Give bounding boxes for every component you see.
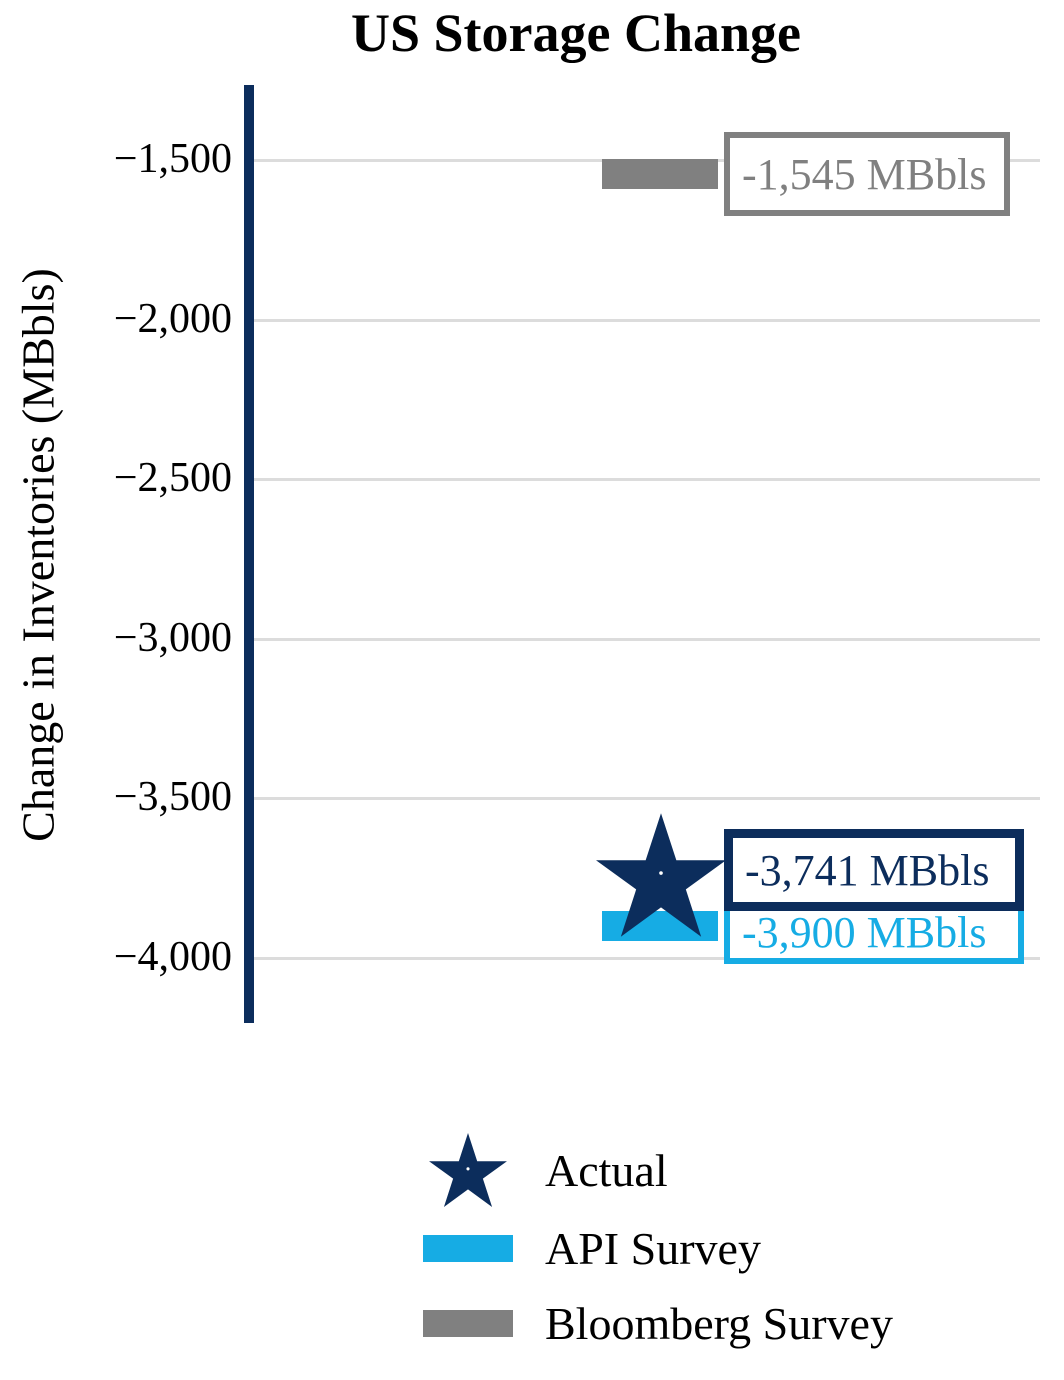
y-tick-label: −4,000 [113, 934, 232, 981]
api-survey-legend-swatch [418, 1234, 518, 1262]
gridline [254, 957, 1040, 960]
bloomberg-survey-label-box: -1,545 MBbls [724, 132, 1010, 217]
legend-label-actual: Actual [545, 1144, 668, 1196]
actual-star-icon [596, 813, 726, 938]
legend-item-api-survey: API Survey [0, 1208, 1064, 1288]
y-tick-label: −3,000 [113, 614, 232, 661]
api-survey-value: -3,900 MBbls [742, 907, 987, 957]
bloomberg-survey-value: -1,545 MBbls [742, 149, 987, 199]
y-axis-label: Change in Inventories (MBbls) [12, 268, 64, 842]
actual-value: -3,741 MBbls [745, 845, 990, 895]
legend-item-bloomberg-survey: Bloomberg Survey [0, 1283, 1064, 1363]
legend-item-actual: Actual [0, 1130, 1064, 1210]
y-tick-label: −2,500 [113, 455, 232, 502]
gridline [254, 318, 1040, 322]
actual-star-legend-icon [418, 1133, 518, 1207]
legend-label-api-survey: API Survey [545, 1222, 761, 1274]
legend-label-bloomberg-survey: Bloomberg Survey [545, 1297, 893, 1349]
gridline [254, 637, 1040, 641]
bloomberg-survey-bar [602, 159, 718, 190]
bloomberg-survey-legend-swatch [418, 1309, 518, 1337]
y-tick-label: −1,500 [113, 136, 232, 183]
y-tick-label: −2,000 [113, 295, 232, 342]
actual-label-box: -3,741 MBbls [724, 829, 1024, 912]
chart-title: US Storage Change [350, 3, 801, 63]
legend: Actual API Survey Bloomberg Survey [0, 1120, 1064, 1380]
gridline [254, 478, 1040, 482]
y-tick-label: −3,500 [113, 774, 232, 821]
y-axis-line [244, 85, 254, 1023]
gridline [254, 797, 1040, 801]
